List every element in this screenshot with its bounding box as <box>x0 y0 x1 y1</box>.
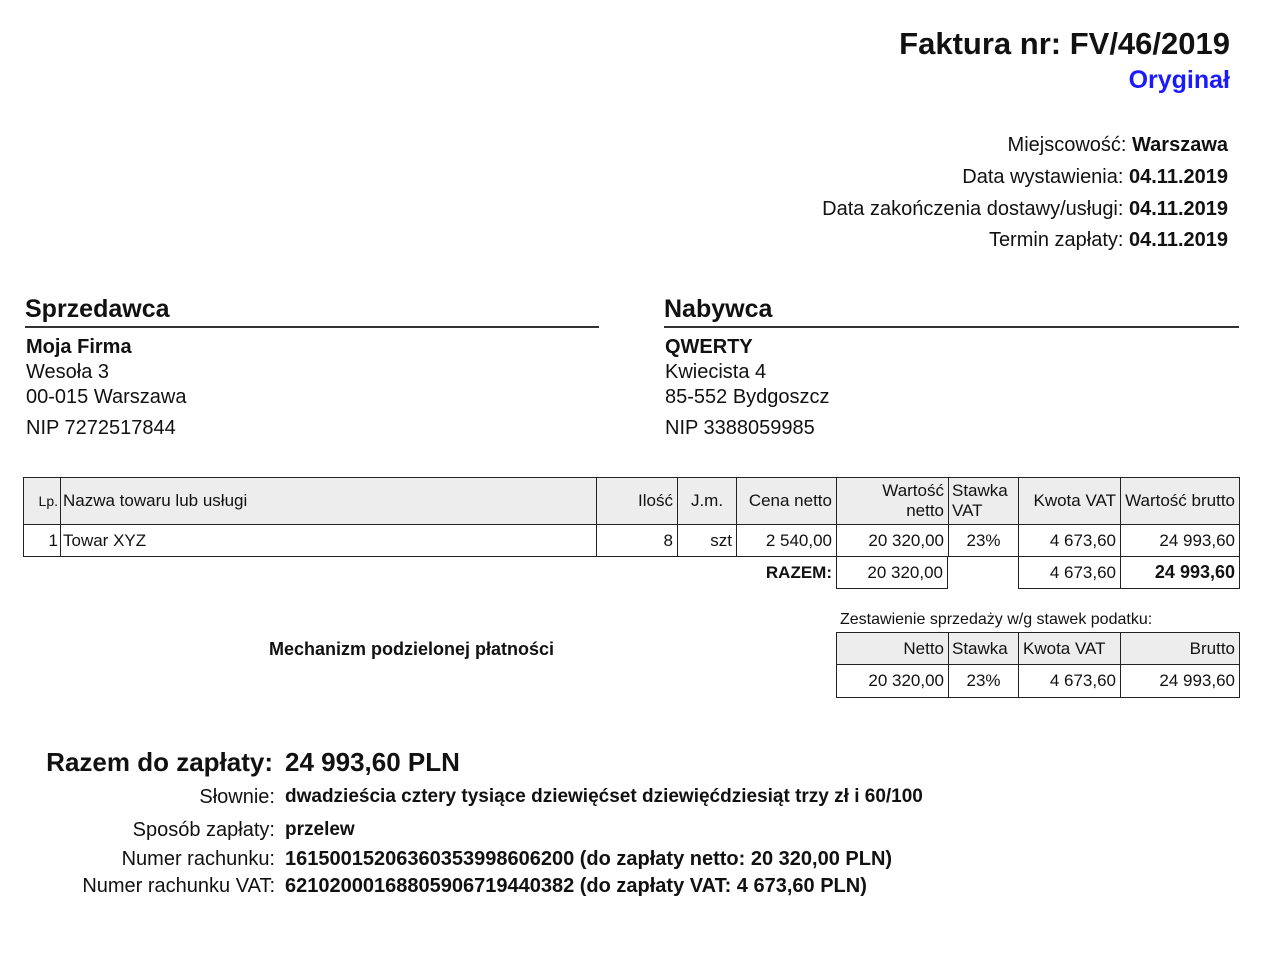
summary-title: Zestawienie sprzedaży w/g stawek podatku… <box>840 611 1153 628</box>
cell-price: 2 540,00 <box>736 524 837 557</box>
buyer-block: QWERTY Kwiecista 4 85-552 Bydgoszcz NIP … <box>665 335 830 441</box>
col-qty: Ilość <box>596 477 678 525</box>
cell-name: Towar XYZ <box>60 524 597 557</box>
buyer-heading: Nabywca <box>664 295 1239 328</box>
words-label: Słownie: <box>199 786 275 808</box>
cell-gross: 24 993,60 <box>1120 524 1240 557</box>
meta-delivery-date: Data zakończenia dostawy/usługi: 04.11.2… <box>822 198 1228 220</box>
total-net-box: 20 320,00 <box>836 556 948 589</box>
split-payment-note: Mechanizm podzielonej płatności <box>269 639 555 659</box>
col-lp: Lp. <box>23 477 61 525</box>
account-label: Numer rachunku: <box>121 848 275 870</box>
summary-header-row: Netto Stawka Kwota VAT Brutto <box>836 632 1240 665</box>
total-vat-gross-box: 4 673,60 24 993,60 <box>1018 556 1240 589</box>
meta-place: Miejscowość: Warszawa <box>1007 134 1228 156</box>
sum-col-gross: Brutto <box>1120 632 1240 665</box>
table-row: 1 Towar XYZ 8 szt 2 540,00 20 320,00 23%… <box>23 524 1240 557</box>
copy-label: Oryginał <box>1128 66 1230 94</box>
amount-due-label: Razem do zapłaty: <box>46 747 273 777</box>
col-unit: J.m. <box>677 477 737 525</box>
total-gross: 24 993,60 <box>1120 556 1240 589</box>
invoice-title: Faktura nr: FV/46/2019 <box>899 26 1230 61</box>
meta-issue-date: Data wystawienia: 04.11.2019 <box>962 166 1228 188</box>
total-vat: 4 673,60 <box>1018 556 1121 589</box>
account-value: 16150015206360353998606200 (do zapłaty n… <box>285 848 893 870</box>
buyer-nip: NIP 3388059985 <box>665 417 815 439</box>
words-value: dwadzieścia cztery tysiące dziewięćset d… <box>285 786 923 807</box>
cell-unit: szt <box>677 524 737 557</box>
vat-account-label: Numer rachunku VAT: <box>82 875 275 897</box>
sum-net: 20 320,00 <box>836 664 949 698</box>
cell-lp: 1 <box>23 524 61 557</box>
seller-name: Moja Firma <box>26 336 132 358</box>
sum-col-vat: Kwota VAT <box>1018 632 1121 665</box>
total-net: 20 320,00 <box>836 556 948 589</box>
seller-heading: Sprzedawca <box>25 295 599 328</box>
buyer-name: QWERTY <box>665 336 753 358</box>
vat-account-value: 62102000168805906719440382 (do zapłaty V… <box>285 875 867 897</box>
items-table: Lp. Nazwa towaru lub usługi Ilość J.m. C… <box>23 477 1240 557</box>
sum-col-rate: Stawka <box>948 632 1019 665</box>
summary-table: Netto Stawka Kwota VAT Brutto 20 320,00 … <box>836 632 1240 698</box>
seller-block: Moja Firma Wesoła 3 00-015 Warszawa NIP … <box>26 335 186 441</box>
total-label: RAZEM: <box>765 563 832 582</box>
table-row: 20 320,00 23% 4 673,60 24 993,60 <box>836 664 1240 698</box>
cell-net: 20 320,00 <box>836 524 949 557</box>
method-label: Sposób zapłaty: <box>132 819 275 841</box>
col-vat-rate: Stawka VAT <box>948 477 1019 525</box>
sum-gross: 24 993,60 <box>1120 664 1240 698</box>
meta-due-date: Termin zapłaty: 04.11.2019 <box>988 229 1228 251</box>
amount-due-value: 24 993,60 PLN <box>285 747 460 777</box>
sum-col-net: Netto <box>836 632 949 665</box>
cell-vat-rate: 23% <box>948 524 1019 557</box>
col-gross: Wartość brutto <box>1120 477 1240 525</box>
col-vat-amount: Kwota VAT <box>1018 477 1121 525</box>
buyer-city: 85-552 Bydgoszcz <box>665 386 830 408</box>
seller-street: Wesoła 3 <box>26 361 110 383</box>
col-net: Wartość netto <box>836 477 949 525</box>
method-value: przelew <box>285 819 355 840</box>
buyer-street: Kwiecista 4 <box>665 361 767 383</box>
seller-nip: NIP 7272517844 <box>26 417 176 439</box>
cell-qty: 8 <box>596 524 678 557</box>
col-price: Cena netto <box>736 477 837 525</box>
cell-vat-amount: 4 673,60 <box>1018 524 1121 557</box>
items-header-row: Lp. Nazwa towaru lub usługi Ilość J.m. C… <box>23 477 1240 525</box>
sum-vat: 4 673,60 <box>1018 664 1121 698</box>
seller-city: 00-015 Warszawa <box>26 386 187 408</box>
col-name: Nazwa towaru lub usługi <box>60 477 597 525</box>
sum-rate: 23% <box>948 664 1019 698</box>
